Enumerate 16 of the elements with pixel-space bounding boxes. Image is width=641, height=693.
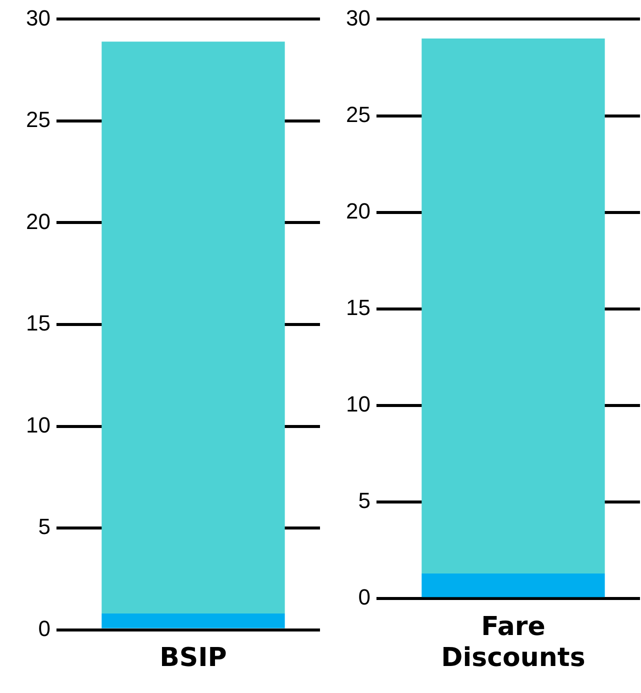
y-tick-label: 0 xyxy=(38,616,50,641)
y-tick-label: 25 xyxy=(26,107,50,132)
y-tick-label: 0 xyxy=(358,584,370,610)
y-tick-label: 25 xyxy=(346,102,370,127)
y-tick-label: 5 xyxy=(358,488,370,514)
y-tick-label: 5 xyxy=(38,514,50,540)
y-tick-label: 10 xyxy=(26,412,50,438)
y-tick-label: 30 xyxy=(26,5,50,30)
y-tick-label: 15 xyxy=(26,310,50,336)
y-tick-label: 30 xyxy=(346,5,370,30)
x-tick-label: BSIP xyxy=(160,643,227,674)
y-tick-label: 15 xyxy=(346,294,370,320)
y-tick-label: 20 xyxy=(26,208,50,234)
y-tick-label: 20 xyxy=(346,198,370,224)
x-tick-label: Fare Discounts xyxy=(441,612,586,674)
y-tick-label: 10 xyxy=(346,392,370,417)
